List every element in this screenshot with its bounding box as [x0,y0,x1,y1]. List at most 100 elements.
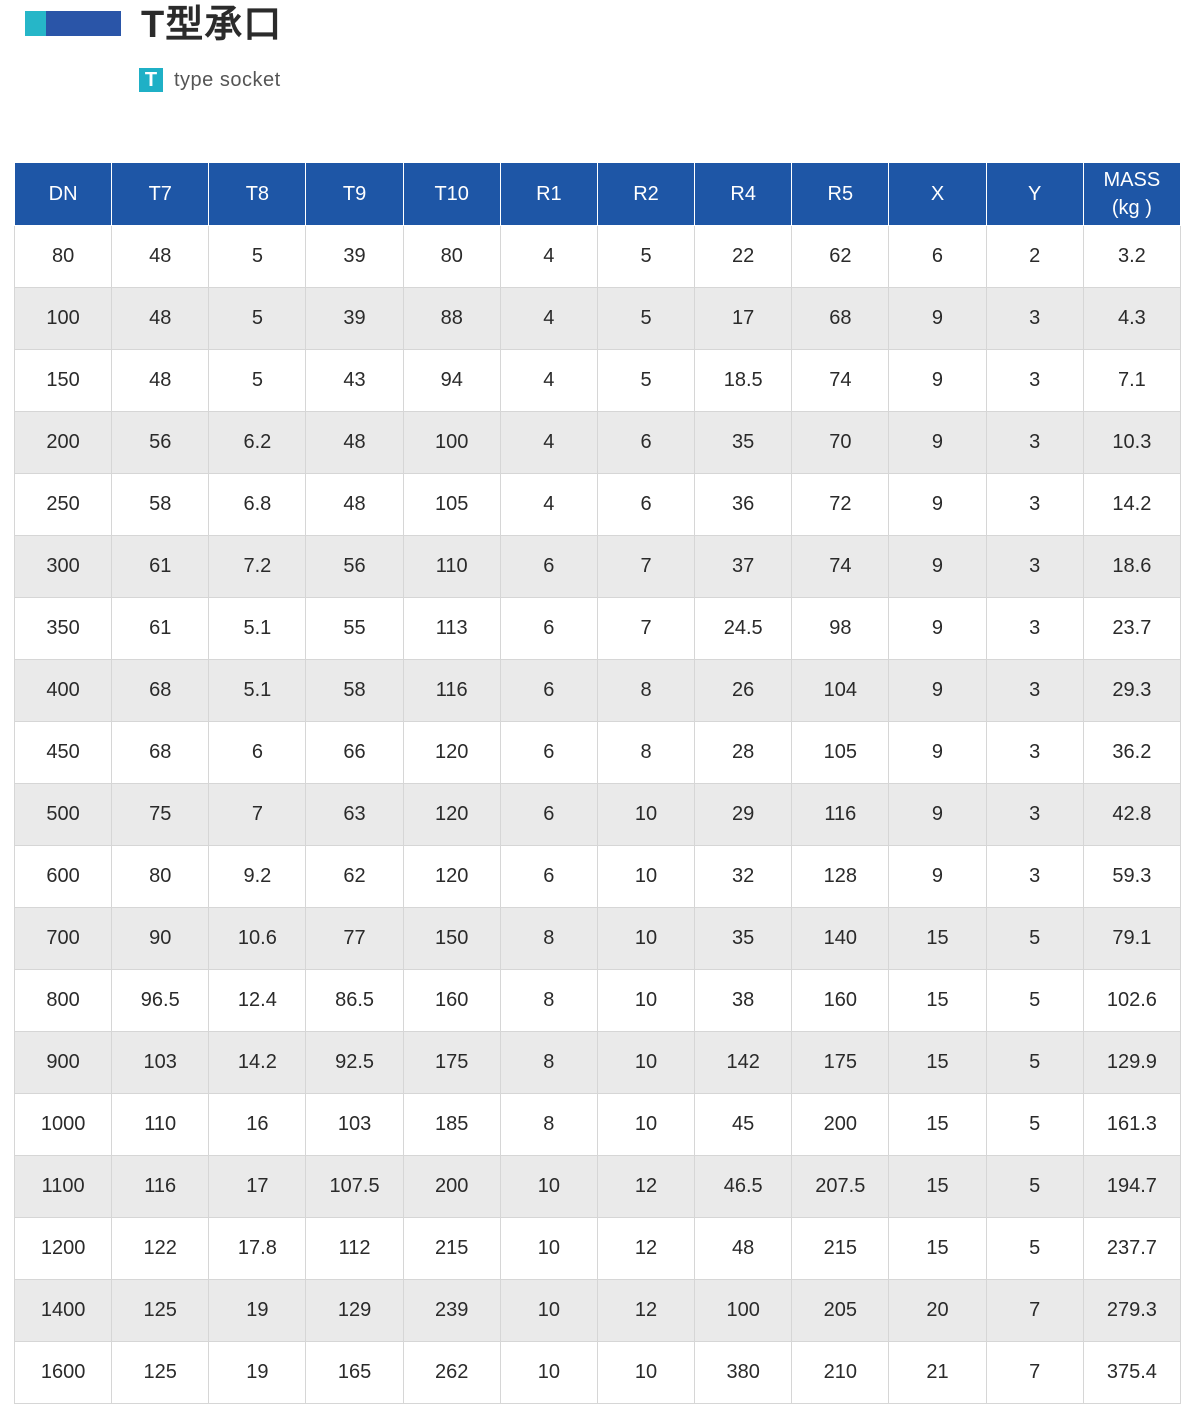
table-cell: 9 [888,349,987,412]
table-cell: 5 [596,287,696,350]
table-cell: 18.6 [1082,535,1182,598]
table-cell: 19 [208,1279,307,1342]
table-cell: 200 [791,1093,890,1156]
table-cell: 3 [985,287,1084,350]
table-cell: 100 [402,411,501,474]
table-row: 200 56 6.2 48 100 4 6 35 70 9 3 10.3 [13,411,1182,474]
table-cell: 5 [208,225,307,288]
table-cell: 194.7 [1082,1155,1182,1218]
table-cell: 45 [694,1093,793,1156]
table-cell: 48 [305,473,404,536]
column-header: T10 [402,162,501,226]
table-cell: 21 [888,1341,987,1404]
table-row: 1400 125 19 129 239 10 12 100 205 20 7 279.3 [13,1279,1182,1342]
table-cell: 10 [596,907,696,970]
column-header-label: R1 [536,183,562,205]
table-cell: 8 [499,1093,598,1156]
page-title: T型承口 [141,4,283,46]
table-cell: 1200 [13,1217,113,1280]
table-cell: 28 [694,721,793,784]
table-cell: 3.2 [1082,225,1182,288]
table-header: DN T7 T8 T9 T10 R1 R2 R4 R5 X Y MASS (kg ) [13,162,1182,226]
table-cell: 29 [694,783,793,846]
table-cell: 129 [305,1279,404,1342]
table-cell: 58 [305,659,404,722]
table-cell: 6.8 [208,473,307,536]
table-cell: 35 [694,907,793,970]
table-cell: 14.2 [1082,473,1182,536]
table-cell: 116 [402,659,501,722]
table-cell: 105 [402,473,501,536]
table-cell: 9.2 [208,845,307,908]
table-cell: 120 [402,783,501,846]
table-cell: 5 [208,349,307,412]
table-cell: 125 [111,1341,210,1404]
table-cell: 161.3 [1082,1093,1182,1156]
table-cell: 9 [888,845,987,908]
table-cell: 116 [791,783,890,846]
table-cell: 116 [111,1155,210,1218]
table-cell: 24.5 [694,597,793,660]
table-cell: 262 [402,1341,501,1404]
table-cell: 105 [791,721,890,784]
table-cell: 6 [208,721,307,784]
table-cell: 102.6 [1082,969,1182,1032]
column-header: DN [13,162,113,226]
table-cell: 75 [111,783,210,846]
table-cell: 200 [402,1155,501,1218]
table-cell: 3 [985,659,1084,722]
table-cell: 61 [111,535,210,598]
table-cell: 175 [791,1031,890,1094]
table-row: 700 90 10.6 77 150 8 10 35 140 15 5 79.1 [13,907,1182,970]
table-cell: 6 [499,535,598,598]
table-row: 1000 110 16 103 185 8 10 45 200 15 5 161.3 [13,1093,1182,1156]
table-cell: 200 [13,411,113,474]
column-header: R5 [791,162,890,226]
table-cell: 10 [596,969,696,1032]
table-cell: 5 [985,1093,1084,1156]
table-cell: 113 [402,597,501,660]
table-cell: 6 [596,473,696,536]
table-cell: 48 [305,411,404,474]
table-cell: 8 [596,659,696,722]
table-cell: 90 [111,907,210,970]
column-header-label: T7 [148,183,172,205]
table-cell: 7 [208,783,307,846]
table-cell: 160 [791,969,890,1032]
column-header: R4 [694,162,793,226]
table-cell: 185 [402,1093,501,1156]
table-cell: 3 [985,721,1084,784]
table-cell: 250 [13,473,113,536]
table-cell: 15 [888,1155,987,1218]
table-cell: 79.1 [1082,907,1182,970]
table-cell: 10 [499,1217,598,1280]
table-row: 900 103 14.2 92.5 175 8 10 142 175 15 5 129.9 [13,1031,1182,1094]
column-header-label: R2 [633,183,659,205]
table-cell: 110 [111,1093,210,1156]
table-cell: 46.5 [694,1155,793,1218]
table-cell: 380 [694,1341,793,1404]
table-row: 800 96.5 12.4 86.5 160 8 10 38 160 15 5 102.6 [13,969,1182,1032]
table-row: 100 48 5 39 88 4 5 17 68 9 3 4.3 [13,287,1182,350]
table-cell: 58 [111,473,210,536]
table-cell: 66 [305,721,404,784]
column-header-label: T8 [245,183,270,205]
table-cell: 70 [791,411,890,474]
page-header: T型承口 T type socket [0,0,1200,130]
table-cell: 900 [13,1031,113,1094]
table-cell: 3 [985,535,1084,598]
table-row: 250 58 6.8 48 105 4 6 36 72 9 3 14.2 [13,473,1182,536]
table-cell: 7.1 [1082,349,1182,412]
table-cell: 103 [111,1031,210,1094]
table-cell: 237.7 [1082,1217,1182,1280]
table-row: 600 80 9.2 62 120 6 10 32 128 9 3 59.3 [13,845,1182,908]
table-cell: 5 [985,1031,1084,1094]
table-cell: 9 [888,597,987,660]
table-cell: 96.5 [111,969,210,1032]
column-header-label: T9 [342,183,367,205]
table-cell: 10 [596,1031,696,1094]
column-header: T9 [305,162,404,226]
table-cell: 72 [791,473,890,536]
table-cell: 48 [694,1217,793,1280]
table-cell: 62 [305,845,404,908]
